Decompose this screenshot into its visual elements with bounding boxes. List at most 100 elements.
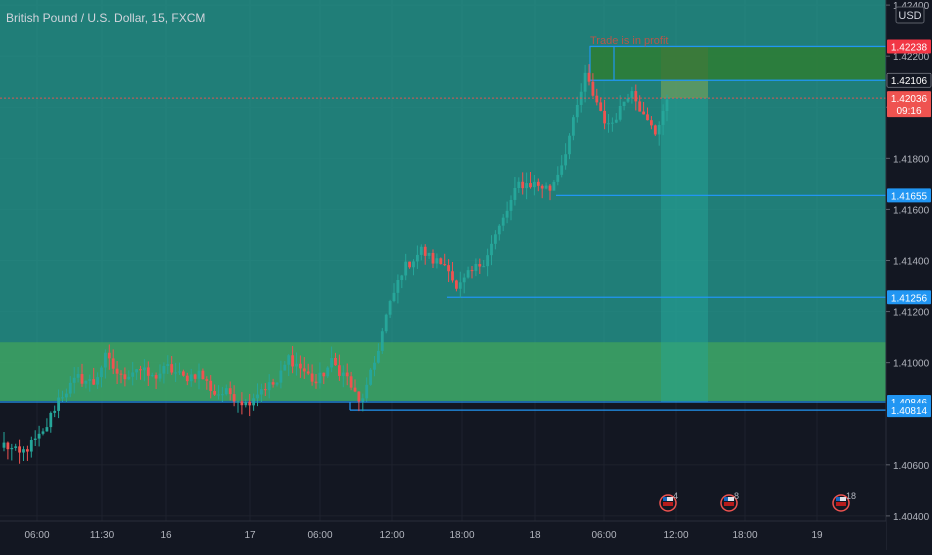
candle-body [263, 389, 267, 391]
candle-bullish [166, 355, 170, 375]
position-target-zone[interactable] [661, 80, 708, 402]
candle-bullish [462, 273, 466, 294]
candle-bullish [150, 372, 154, 378]
candle-body [322, 372, 326, 377]
candle-bullish [505, 201, 509, 224]
candle-body [458, 282, 462, 289]
candle-body [564, 154, 567, 166]
candle-body [373, 362, 376, 370]
candle-bearish [170, 356, 174, 375]
candle-bullish [127, 370, 131, 381]
candle-body [529, 183, 532, 188]
candle-bearish [599, 97, 603, 112]
candle-body [427, 252, 431, 256]
candle-bullish [657, 121, 661, 146]
price-tick-label: 1.41200 [893, 308, 930, 319]
candle-bullish [419, 244, 423, 261]
candle-body [68, 382, 72, 394]
candle-bullish [256, 383, 259, 407]
price-tick-label: 1.41600 [893, 205, 930, 216]
candle-body [2, 442, 6, 448]
time-tick-label: 06:00 [307, 530, 332, 541]
candle-bullish [10, 443, 14, 461]
supply-box[interactable] [589, 45, 887, 81]
event-marker[interactable]: 18 [832, 491, 856, 512]
candle-body [271, 382, 275, 385]
economic-events[interactable]: 4 8 18 [659, 491, 856, 512]
candle-bullish [104, 349, 107, 379]
candle-bullish [412, 259, 415, 276]
candle-body [158, 373, 162, 379]
candle-bearish [6, 441, 10, 460]
candle-bullish [37, 425, 41, 447]
event-marker[interactable]: 8 [720, 491, 739, 512]
candle-body [470, 270, 474, 272]
candle-bullish [53, 405, 57, 418]
candle-body [505, 210, 509, 218]
currency-badge[interactable] [895, 6, 925, 24]
candle-bearish [587, 64, 591, 86]
price-tag-value: 1.42036 [891, 94, 928, 105]
candle-bullish [341, 365, 345, 388]
candle-bullish [533, 175, 536, 196]
candle-bullish [377, 343, 380, 364]
position-open-pnl [661, 80, 708, 99]
candle-body [455, 280, 458, 289]
candle-bullish [435, 253, 439, 269]
candle-body [197, 370, 201, 379]
candle-body [646, 114, 649, 121]
price-tag-bg [887, 91, 931, 118]
candle-body [653, 125, 657, 135]
event-count: 18 [846, 491, 856, 501]
candle-bullish [388, 299, 392, 318]
candle-body [189, 374, 193, 382]
candle-body [575, 104, 579, 118]
price-tick-label: 1.41800 [893, 154, 930, 165]
candle-bearish [447, 259, 450, 283]
candle-body [154, 375, 158, 379]
candle-bullish [622, 101, 626, 111]
candle-body [217, 394, 220, 396]
candle-body [380, 331, 384, 351]
candle-bullish [100, 365, 103, 388]
candle-bullish [279, 360, 283, 389]
price-tick-label: 1.41400 [893, 257, 930, 268]
candle-body [416, 254, 419, 262]
candle-bearish [154, 372, 158, 390]
flag-stripe [663, 502, 673, 506]
event-marker[interactable]: 4 [659, 491, 678, 512]
candle-body [84, 380, 88, 384]
price-tag: 1.42106 [886, 72, 932, 88]
candle-body [486, 255, 489, 267]
candle-body [490, 243, 493, 256]
candle-body [45, 427, 49, 432]
candle-bearish [338, 354, 341, 381]
candle-bullish [416, 245, 419, 269]
candle-body [244, 401, 248, 406]
horizontal-levels[interactable] [0, 45, 887, 411]
candle-body [423, 246, 427, 256]
symbol-title[interactable]: British Pound / U.S. Dollar, 15, FXCM [6, 11, 205, 25]
candle-bullish [568, 133, 571, 160]
price-tag-bg [887, 39, 931, 54]
candle-body [412, 261, 415, 268]
candle-body [536, 181, 540, 186]
candle-body [388, 301, 392, 315]
candle-body [92, 379, 96, 385]
candle-body [630, 91, 634, 99]
candle-body [295, 363, 298, 367]
event-count: 8 [734, 491, 739, 501]
candle-body [540, 185, 544, 189]
time-axis[interactable] [0, 521, 886, 550]
candle-body [65, 393, 68, 398]
candle-bearish [439, 257, 443, 265]
currency-label: USD [898, 10, 921, 22]
candle-bearish [455, 279, 458, 292]
candle-bullish [131, 361, 135, 386]
candle-bullish [267, 374, 271, 399]
candle-bullish [486, 248, 489, 277]
candle-bearish [595, 88, 599, 106]
candle-body [213, 391, 216, 395]
candle-bullish [189, 368, 193, 387]
